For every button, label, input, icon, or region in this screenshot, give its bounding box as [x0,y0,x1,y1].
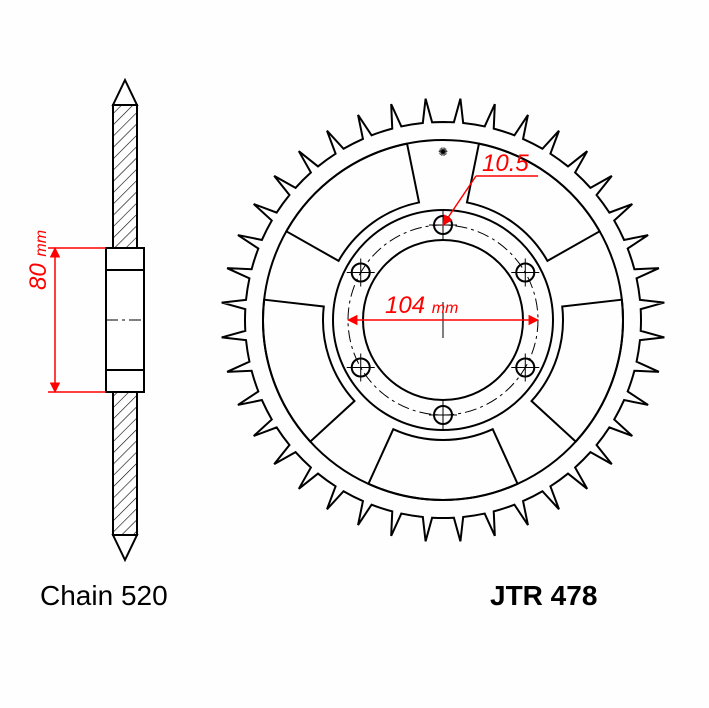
chain-label: Chain 520 [40,580,168,612]
bolt-circle-unit: mm [432,300,459,317]
hole-dia-dimension [443,176,538,225]
bolt-circle-label: 104 mm [385,292,458,320]
bolt-circle-value: 104 [385,292,425,319]
hole-dia-label: 10.5 [482,150,529,178]
side-view [48,80,144,560]
side-dim-label: 80 mm [25,230,53,290]
svg-text:✺: ✺ [438,145,448,159]
hole-dia-value: 10.5 [482,150,529,177]
diagram-canvas: ✺ 80 mm 104 mm 10.5 Chain 520 JTR 478 [0,0,709,708]
part-number-label: JTR 478 [490,580,597,612]
side-dim-value: 80 [25,263,52,290]
side-dim-unit: mm [33,230,50,257]
